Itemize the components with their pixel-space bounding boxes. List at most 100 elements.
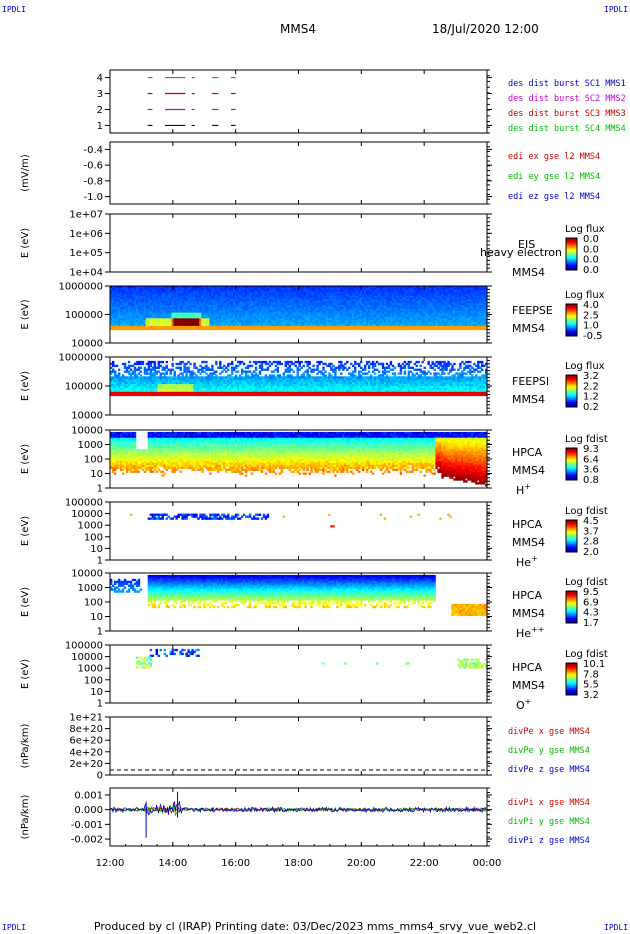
- spectrogram-cell: [250, 299, 254, 302]
- spectrogram-cell: [167, 325, 170, 329]
- spectrogram-cell: [165, 303, 168, 306]
- spectrogram-cell: [157, 318, 161, 321]
- spectrogram-cell: [205, 320, 208, 323]
- spectrogram-cell: [322, 299, 325, 302]
- spectrogram-cell: [149, 324, 153, 327]
- spectrogram-cell: [133, 301, 137, 304]
- spectrogram-cell: [149, 301, 153, 304]
- spectrogram-cell: [233, 295, 236, 298]
- spectrogram-cell: [318, 306, 321, 310]
- spectrogram-cell: [330, 318, 333, 321]
- spectrogram-cell: [340, 312, 343, 315]
- spectrogram-cell: [223, 291, 226, 294]
- spectrogram-cell: [288, 320, 291, 323]
- spectrogram-cell: [296, 289, 299, 293]
- spectrogram-cell: [145, 286, 149, 289]
- spectrogram-cell: [145, 301, 149, 304]
- spectrogram-cell: [171, 303, 174, 306]
- spectrogram-cell: [377, 286, 381, 289]
- spectrogram-cell: [235, 297, 238, 300]
- spectrogram-cell: [231, 287, 234, 291]
- spectrogram-cell: [115, 289, 119, 293]
- spectrogram-cell: [322, 316, 325, 319]
- spectrogram-cell: [189, 299, 192, 302]
- spectrogram-cell: [111, 287, 115, 291]
- spectrogram-cell: [167, 297, 170, 300]
- spectrogram-cell: [360, 289, 363, 293]
- spectrogram-cell: [302, 312, 305, 315]
- spectrogram-cell: [153, 305, 157, 308]
- spectrogram-cell: [399, 320, 403, 323]
- spectrogram-cell: [340, 306, 343, 310]
- spectrogram-cell: [157, 299, 161, 302]
- spectrogram-cell: [161, 314, 164, 317]
- spectrogram-cell: [115, 299, 119, 302]
- spectrogram-cell: [393, 291, 397, 294]
- spectrogram-cell: [238, 299, 242, 302]
- spectrogram-cell: [264, 316, 268, 319]
- spectrogram-cell: [223, 316, 226, 319]
- spectrogram-cell: [242, 324, 246, 327]
- spectrogram-cell: [262, 318, 266, 321]
- spectrogram-cell: [363, 314, 367, 317]
- spectrogram-cell: [139, 316, 143, 319]
- spectrogram-cell: [254, 306, 258, 310]
- spectrogram-cell: [217, 291, 220, 294]
- spectrogram-cell: [328, 303, 331, 306]
- spectrogram-cell: [159, 297, 162, 300]
- spectrogram-cell: [397, 306, 401, 310]
- spectrogram-cell: [236, 303, 240, 306]
- spectrogram-cell: [201, 301, 204, 304]
- spectrogram-cell: [191, 320, 194, 323]
- spectrogram-cell: [127, 308, 131, 312]
- spectrogram-cell: [217, 322, 220, 325]
- spectrogram-cell: [209, 324, 212, 327]
- spectrogram-cell: [115, 308, 119, 312]
- spectrogram-cell: [367, 324, 371, 327]
- spectrogram-cell: [231, 316, 234, 319]
- spectrogram-cell: [149, 310, 153, 313]
- spectrogram-cell: [173, 291, 176, 294]
- spectrogram-cell: [381, 324, 385, 327]
- spectrogram-cell: [369, 324, 373, 327]
- spectrogram-cell: [352, 305, 355, 308]
- spectrogram-cell: [215, 301, 218, 304]
- spectrogram-cell: [262, 295, 266, 298]
- spectrogram-cell: [310, 318, 313, 321]
- spectrogram-cell: [161, 316, 164, 319]
- spectrogram-cell: [296, 324, 299, 327]
- spectrogram-cell: [135, 325, 139, 329]
- spectrogram-cell: [131, 297, 135, 300]
- spectrogram-cell: [393, 322, 397, 325]
- spectrogram-cell: [125, 308, 129, 312]
- spectrogram-cell: [185, 327, 188, 331]
- spectrogram-cell: [387, 325, 391, 329]
- spectrogram-cell: [326, 286, 329, 289]
- spectrogram-cell: [304, 303, 307, 306]
- spectrogram-cell: [121, 289, 125, 293]
- spectrogram-cell: [240, 287, 244, 291]
- spectrogram-cell: [314, 312, 317, 315]
- spectrogram-cell: [294, 322, 297, 325]
- spectrogram-cell: [195, 286, 198, 289]
- spectrogram-cell: [175, 325, 178, 329]
- spectrogram-cell: [288, 289, 291, 293]
- spectrogram-cell: [403, 293, 407, 296]
- spectrogram-cell: [217, 301, 220, 304]
- spectrogram-cell: [324, 287, 327, 291]
- spectrogram-cell: [135, 291, 139, 294]
- colorbar-cell: [566, 243, 577, 245]
- spectrogram-cell: [365, 297, 369, 300]
- spectrogram-cell: [393, 301, 397, 304]
- spectrogram-cell: [306, 289, 309, 293]
- spectrogram-cell: [169, 286, 172, 289]
- spectrogram-cell: [342, 327, 345, 331]
- spectrogram-cell: [391, 303, 395, 306]
- spectrogram-cell: [383, 299, 387, 302]
- spectrogram-cell: [213, 306, 216, 310]
- spectrogram-cell: [203, 314, 206, 317]
- spectrogram-cell: [197, 293, 200, 296]
- spectrogram-cell: [231, 303, 234, 306]
- spectrogram-cell: [111, 320, 115, 323]
- spectrogram-cell: [306, 325, 309, 329]
